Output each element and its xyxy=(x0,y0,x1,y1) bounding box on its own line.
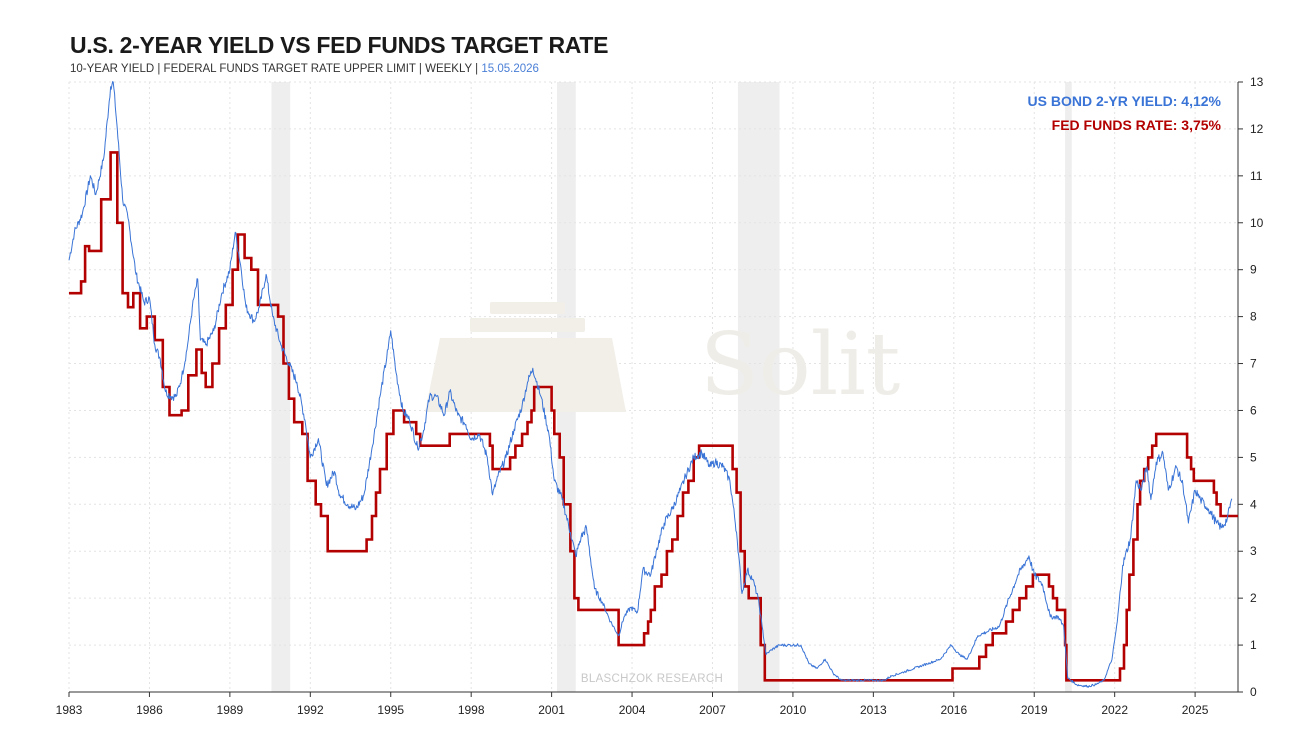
subtitle-text: 10-YEAR YIELD | FEDERAL FUNDS TARGET RAT… xyxy=(70,63,482,75)
x-tick-label: 2001 xyxy=(538,703,565,717)
x-tick-label: 1992 xyxy=(297,703,324,717)
y-tick-label: 13 xyxy=(1250,75,1264,89)
x-tick-label: 2010 xyxy=(780,703,807,717)
series-fed-funds-rate xyxy=(69,151,1238,682)
recession-band-3 xyxy=(1065,82,1072,692)
y-tick-label: 2 xyxy=(1250,591,1257,605)
subtitle-date: 15.05.2026 xyxy=(481,63,539,75)
y-tick-label: 4 xyxy=(1250,497,1257,511)
y-tick-label: 5 xyxy=(1250,450,1257,464)
y-tick-label: 3 xyxy=(1250,544,1257,558)
x-tick-label: 2025 xyxy=(1182,703,1209,717)
y-tick-label: 8 xyxy=(1250,310,1257,324)
x-tick-label: 1998 xyxy=(458,703,485,717)
legend-entry-yield: US BOND 2-YR YIELD: 4,12% xyxy=(1028,93,1222,109)
x-tick-label: 1983 xyxy=(56,703,83,717)
x-tick-label: 2022 xyxy=(1101,703,1128,717)
watermark-logo-icon xyxy=(425,302,626,412)
x-tick-label: 2013 xyxy=(860,703,887,717)
y-tick-label: 7 xyxy=(1250,357,1257,371)
y-tick-label: 11 xyxy=(1250,169,1263,183)
y-tick-label: 10 xyxy=(1250,216,1264,230)
grid xyxy=(68,81,1238,692)
x-tick-label: 2004 xyxy=(619,703,646,717)
series-2yr-yield xyxy=(68,81,1233,688)
watermark-group: Solit xyxy=(425,302,900,415)
x-tick-label: 1989 xyxy=(217,703,244,717)
recession-shading xyxy=(271,82,1072,692)
x-tick-label: 2019 xyxy=(1021,703,1048,717)
x-tick-label: 2016 xyxy=(940,703,967,717)
y-tick-label: 6 xyxy=(1250,403,1257,417)
watermark-text: Solit xyxy=(700,315,900,415)
y-tick-label: 12 xyxy=(1250,122,1264,136)
x-tick-label: 2007 xyxy=(699,703,726,717)
recession-band-0 xyxy=(271,82,291,692)
recession-band-2 xyxy=(737,82,780,692)
y-tick-label: 9 xyxy=(1250,263,1257,277)
chart-subtitle: 10-YEAR YIELD | FEDERAL FUNDS TARGET RAT… xyxy=(70,63,539,75)
y-tick-label: 1 xyxy=(1250,638,1257,652)
legend: US BOND 2-YR YIELD: 4,12% FED FUNDS RATE:… xyxy=(1028,93,1222,133)
legend-entry-fed-funds: FED FUNDS RATE: 3,75% xyxy=(1052,117,1222,133)
x-tick-label: 1986 xyxy=(136,703,163,717)
series xyxy=(68,81,1238,688)
y-tick-label: 0 xyxy=(1250,685,1257,699)
credit-text: BLASCHZOK RESEARCH xyxy=(581,673,723,685)
page-title: U.S. 2-YEAR YIELD VS FED FUNDS TARGET RA… xyxy=(70,32,609,58)
x-tick-label: 1995 xyxy=(377,703,404,717)
